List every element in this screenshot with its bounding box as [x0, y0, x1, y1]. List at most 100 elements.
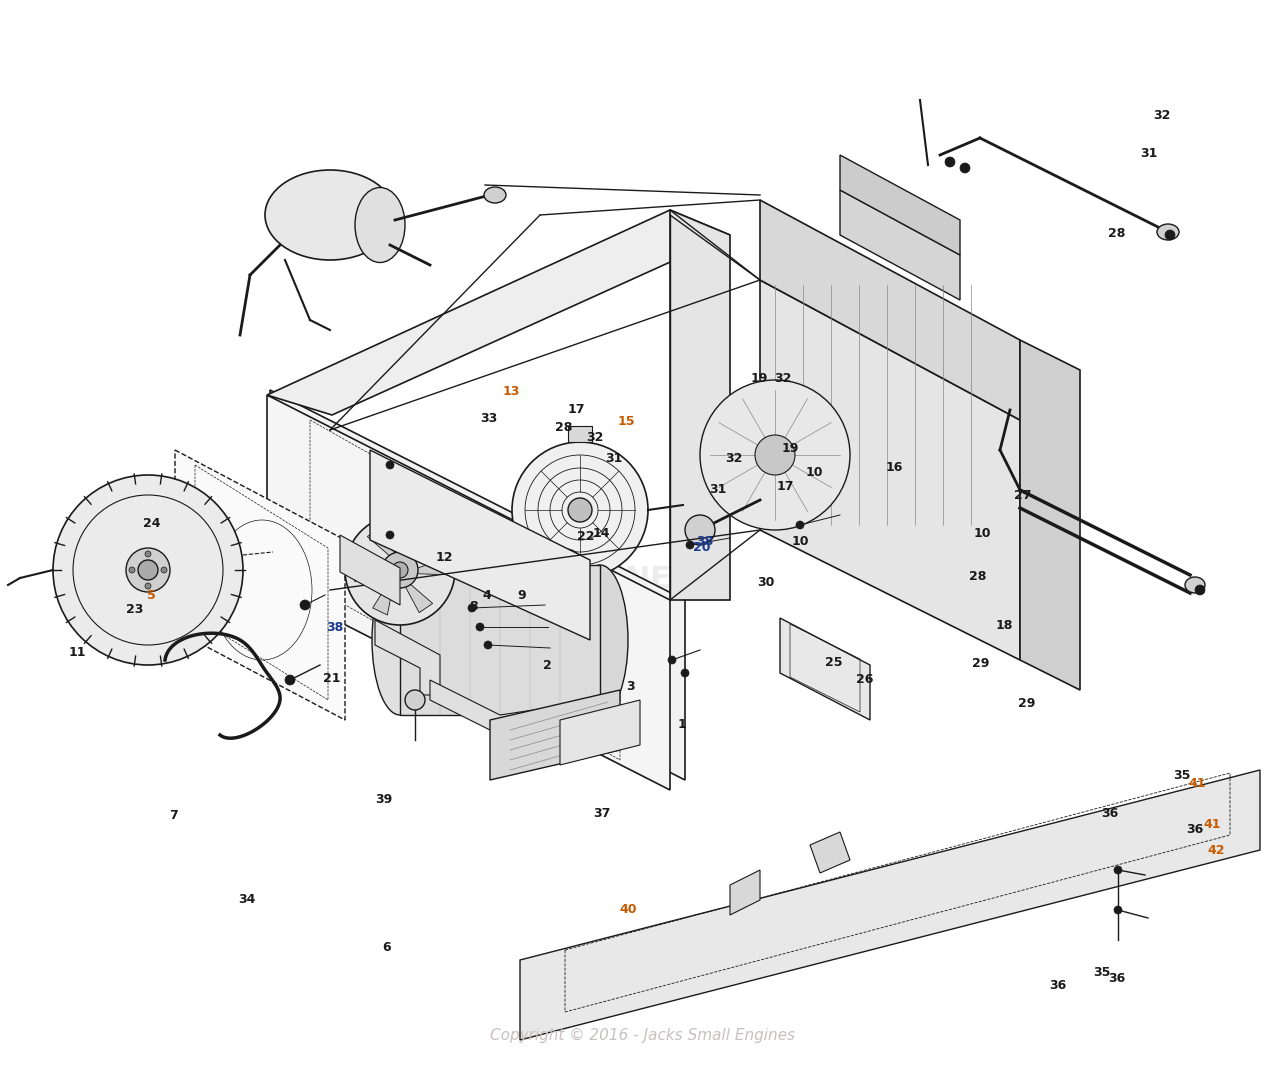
Circle shape [386, 531, 394, 539]
Polygon shape [510, 549, 565, 571]
Text: 20: 20 [692, 541, 710, 554]
Text: 8: 8 [470, 600, 477, 613]
Text: 38: 38 [696, 535, 714, 548]
Text: 39: 39 [375, 793, 393, 806]
Text: 9: 9 [517, 589, 525, 602]
Text: 38: 38 [326, 621, 344, 634]
Text: 35: 35 [1172, 769, 1190, 782]
Circle shape [1115, 866, 1122, 874]
Polygon shape [340, 535, 400, 605]
Text: 31: 31 [709, 483, 727, 496]
Text: 32: 32 [773, 372, 792, 385]
Text: 27: 27 [1014, 489, 1032, 502]
Text: 12: 12 [435, 552, 453, 564]
Circle shape [386, 461, 394, 469]
Polygon shape [568, 578, 592, 594]
Ellipse shape [372, 565, 429, 715]
Polygon shape [354, 565, 389, 582]
Text: 35: 35 [1093, 966, 1111, 979]
Circle shape [126, 548, 170, 592]
Circle shape [300, 600, 310, 609]
Circle shape [129, 567, 135, 573]
Ellipse shape [265, 170, 395, 260]
Text: 42: 42 [1207, 844, 1225, 857]
Circle shape [382, 552, 418, 588]
Text: 19: 19 [750, 372, 768, 385]
Circle shape [512, 442, 647, 578]
Polygon shape [270, 389, 685, 780]
Text: 41: 41 [1203, 818, 1221, 831]
Circle shape [681, 668, 689, 677]
Text: 6: 6 [382, 941, 390, 954]
Ellipse shape [550, 549, 580, 571]
Text: 24: 24 [143, 517, 161, 530]
Text: SMALL ENGINES: SMALL ENGINES [417, 565, 692, 594]
Polygon shape [369, 450, 589, 640]
Text: 29: 29 [1018, 697, 1036, 710]
Ellipse shape [477, 546, 512, 574]
Circle shape [486, 552, 503, 568]
Polygon shape [780, 618, 870, 720]
Polygon shape [840, 190, 960, 300]
Ellipse shape [495, 549, 525, 571]
Text: 17: 17 [568, 403, 586, 416]
Text: 19: 19 [781, 442, 799, 455]
Circle shape [668, 656, 676, 664]
Text: 4: 4 [483, 589, 490, 602]
Text: 26: 26 [856, 673, 874, 686]
Polygon shape [568, 426, 592, 442]
Text: 36: 36 [1049, 979, 1067, 991]
Polygon shape [560, 700, 640, 765]
Text: 2: 2 [543, 659, 551, 672]
Text: 10: 10 [806, 466, 824, 479]
Ellipse shape [685, 515, 716, 545]
Polygon shape [430, 680, 600, 735]
Circle shape [700, 380, 849, 530]
Polygon shape [520, 770, 1260, 1040]
Polygon shape [761, 200, 1021, 420]
Circle shape [945, 157, 955, 167]
Polygon shape [671, 210, 730, 600]
Text: 17: 17 [776, 480, 794, 493]
Text: 31: 31 [605, 452, 623, 465]
Text: 40: 40 [619, 903, 637, 916]
Text: 37: 37 [593, 807, 611, 820]
Text: 34: 34 [238, 893, 256, 906]
Circle shape [1115, 906, 1122, 914]
Text: 21: 21 [323, 672, 341, 685]
Circle shape [345, 515, 456, 624]
Polygon shape [375, 620, 440, 695]
Circle shape [755, 435, 795, 475]
Text: 29: 29 [972, 657, 990, 670]
Text: 11: 11 [68, 646, 86, 659]
Circle shape [53, 475, 243, 665]
Circle shape [468, 604, 476, 612]
Text: 30: 30 [757, 576, 775, 589]
Text: 10: 10 [792, 535, 810, 548]
Text: 5: 5 [148, 589, 156, 602]
Polygon shape [373, 578, 394, 615]
Text: 10: 10 [973, 527, 991, 540]
Text: Copyright © 2016 - Jacks Small Engines: Copyright © 2016 - Jacks Small Engines [490, 1028, 795, 1043]
Text: 36: 36 [1108, 972, 1126, 985]
Polygon shape [840, 155, 960, 255]
Polygon shape [810, 832, 849, 873]
Text: 3: 3 [627, 680, 634, 693]
Text: 22: 22 [577, 530, 595, 543]
Text: 16: 16 [885, 461, 903, 474]
Circle shape [568, 498, 592, 521]
Ellipse shape [1157, 224, 1179, 240]
Circle shape [1165, 230, 1175, 240]
Text: 41: 41 [1188, 777, 1206, 790]
Circle shape [960, 163, 970, 173]
Circle shape [145, 583, 151, 589]
Ellipse shape [1185, 577, 1205, 593]
Text: 13: 13 [502, 385, 520, 398]
Ellipse shape [571, 565, 628, 715]
Text: 28: 28 [969, 570, 987, 583]
Text: 36: 36 [1100, 807, 1118, 820]
Text: 32: 32 [1153, 109, 1171, 122]
Polygon shape [1021, 340, 1080, 690]
Text: 23: 23 [126, 603, 144, 616]
Circle shape [161, 567, 167, 573]
